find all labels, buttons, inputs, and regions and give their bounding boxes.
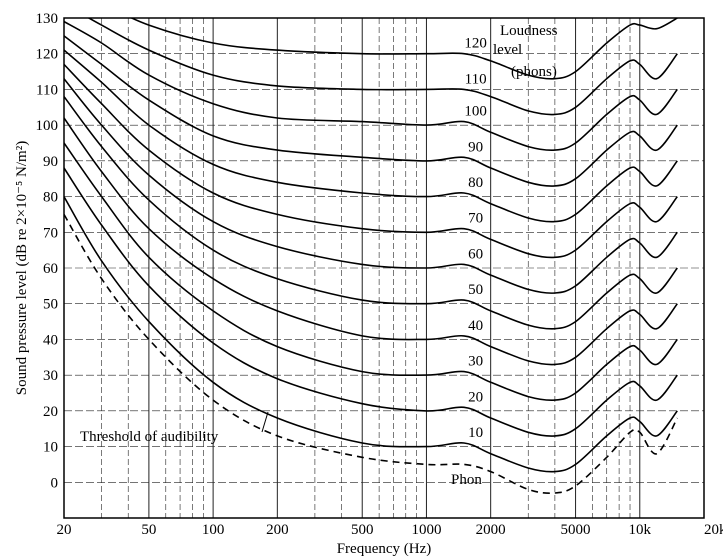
y-tick-label: 60 (43, 261, 58, 277)
loudness-curve-20 (64, 167, 678, 437)
threshold-label: Threshold of audibility (80, 429, 219, 445)
curve-label-50: 50 (468, 282, 483, 298)
curve-label-100: 100 (464, 104, 487, 120)
x-tick-label: 10k (629, 522, 652, 538)
y-tick-label: 40 (43, 332, 58, 348)
y-tick-label: 80 (43, 190, 58, 206)
curve-label-40: 40 (468, 318, 483, 334)
curve-label-30: 30 (468, 354, 483, 370)
curve-label-20: 20 (468, 389, 483, 405)
y-tick-label: 90 (43, 154, 58, 170)
x-tick-labels: 20 50 100 200 500 1000 2000 5000 10k 20k (57, 522, 723, 538)
y-tick-labels: 0 10 20 30 40 50 60 70 80 90 100 110 120 130 (36, 11, 59, 491)
loudness-curve-30 (64, 142, 678, 402)
loudness-curve-100 (64, 20, 678, 152)
x-tick-label: 1000 (411, 522, 441, 538)
y-tick-label: 100 (36, 118, 59, 134)
y-tick-label: 50 (43, 297, 58, 313)
x-tick-label: 500 (351, 522, 374, 538)
curve-label-80: 80 (468, 175, 483, 191)
curve-labels: 10 20 30 40 50 60 70 80 90 100 110 120 (464, 36, 487, 441)
threshold-annotation: Threshold of audibility (80, 411, 269, 445)
x-tick-label: 5000 (561, 522, 591, 538)
x-axis-label: Frequency (Hz) (337, 541, 432, 557)
x-tick-label: 20 (57, 522, 72, 538)
y-tick-label: 130 (36, 11, 59, 27)
y-tick-label: 10 (43, 440, 58, 456)
loudness-curve-40 (64, 117, 678, 366)
x-tick-label: 50 (141, 522, 156, 538)
loudness-curve-90 (64, 35, 678, 187)
y-tick-label: 20 (43, 404, 58, 420)
legend-title-line-3: (phons) (511, 64, 557, 80)
loudness-curve-120 (129, 18, 678, 80)
loudness-curve-50 (64, 96, 678, 330)
y-tick-label: 70 (43, 225, 58, 241)
loudness-curve-80 (64, 49, 678, 223)
curve-label-120: 120 (464, 36, 487, 52)
threshold-curve (64, 213, 679, 494)
curve-label-90: 90 (468, 139, 483, 155)
legend-title-line-1: Loudness (500, 23, 558, 39)
phon-label: Phon (451, 472, 482, 488)
loudness-curve-70 (64, 63, 678, 259)
curve-label-10: 10 (468, 425, 483, 441)
y-tick-label: 30 (43, 368, 58, 384)
y-tick-label: 120 (36, 47, 59, 63)
loudness-curves (64, 18, 678, 473)
y-tick-label: 0 (51, 475, 59, 491)
loudness-curve-10 (64, 196, 678, 473)
curve-label-110: 110 (465, 71, 487, 87)
x-tick-label: 100 (202, 522, 225, 538)
x-tick-label: 200 (266, 522, 289, 538)
curve-label-70: 70 (468, 211, 483, 227)
x-tick-label: 20k (704, 522, 723, 538)
legend-title: Loudness level (phons) (493, 23, 558, 80)
plot-frame (63, 17, 705, 519)
x-tick-label: 2000 (476, 522, 506, 538)
loudness-curve-60 (64, 78, 678, 294)
curve-label-60: 60 (468, 246, 483, 262)
legend-title-line-2: level (493, 42, 522, 58)
y-tick-label: 110 (36, 82, 58, 98)
threshold-leader-line (261, 411, 269, 433)
y-axis-label: Sound pressure level (dB re 2×10⁻⁵ N/m²) (14, 141, 30, 395)
loudness-curve-110 (87, 18, 678, 116)
